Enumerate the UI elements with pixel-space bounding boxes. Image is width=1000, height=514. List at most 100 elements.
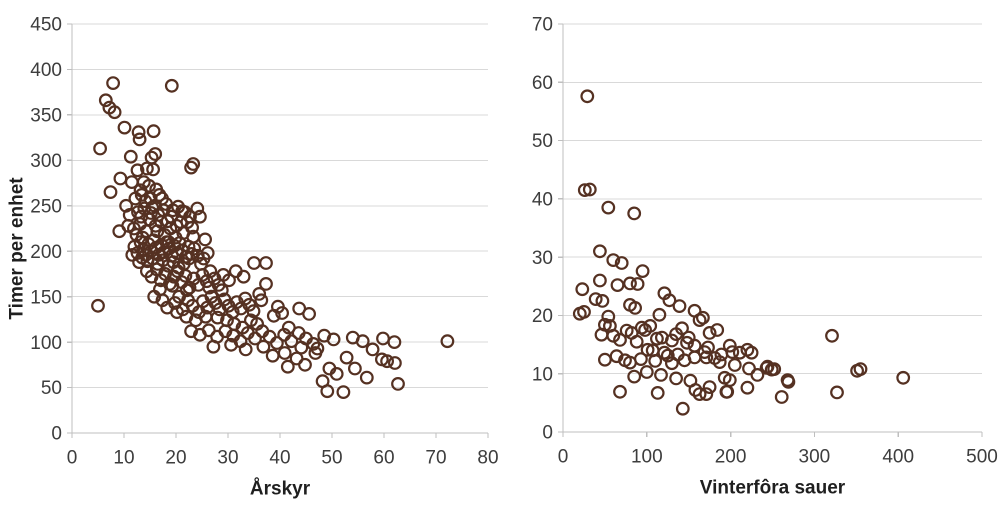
data-point [662, 293, 677, 308]
data-point [236, 269, 251, 284]
y-tick-label: 50 [532, 131, 553, 152]
data-point [91, 298, 105, 313]
data-point [125, 247, 140, 262]
data-point [744, 345, 759, 360]
data-point [850, 363, 865, 378]
data-points [572, 89, 911, 416]
x-tick-label: 50 [321, 448, 342, 469]
data-point [132, 132, 147, 147]
x-tick-label: 100 [631, 447, 663, 468]
data-point [595, 294, 610, 308]
data-point [606, 328, 621, 343]
data-point [246, 304, 261, 319]
x-axis-title: Vinterfôra sauer [700, 478, 846, 499]
y-tick-label: 10 [532, 364, 553, 385]
data-point [675, 401, 690, 416]
data-point [107, 105, 122, 120]
data-point [259, 277, 273, 291]
data-point [575, 282, 590, 297]
data-point [348, 361, 362, 376]
data-point [190, 201, 205, 216]
data-point [133, 235, 148, 250]
y-tick-label: 60 [532, 73, 553, 94]
data-point [320, 384, 335, 399]
x-tick-label: 10 [113, 448, 134, 469]
data-point [388, 356, 402, 370]
data-point [597, 352, 612, 367]
scatter-chart-vinterfora-sauer: 0 10 20 30 40 50 60 70 0 100 200 300 400 500 Vinterfôr… [505, 0, 1000, 514]
data-point [627, 206, 642, 221]
data-point [256, 339, 271, 354]
data-point [830, 385, 844, 400]
scatter-plot-arskyr: 0 50 100 150 200 250 300 350 400 450 0 10 20 30 40 50 60… [7, 15, 499, 500]
data-point [178, 268, 193, 283]
data-point [139, 161, 154, 176]
data-point [692, 313, 707, 328]
data-point [248, 331, 262, 346]
y-tick-label: 20 [532, 306, 553, 327]
data-point [106, 76, 120, 90]
data-point [764, 362, 779, 377]
data-point [440, 334, 455, 349]
x-axis-title: Årskyr [250, 479, 311, 500]
data-point [391, 377, 405, 391]
data-point [613, 333, 627, 347]
data-point [165, 203, 180, 218]
x-tick-label: 70 [425, 448, 446, 469]
data-point [629, 334, 644, 349]
data-point [610, 278, 625, 293]
data-point [633, 352, 648, 367]
data-point [224, 337, 239, 352]
data-point [614, 256, 629, 270]
data-point [669, 371, 684, 386]
data-point [640, 342, 655, 357]
data-point [302, 307, 317, 321]
data-point [648, 354, 663, 368]
data-point [623, 276, 637, 291]
y-tick-label: 200 [30, 242, 62, 263]
y-tick-label: 0 [542, 423, 553, 444]
data-point [601, 200, 616, 215]
y-axis-title: Timer per enhet [7, 177, 28, 320]
data-point [742, 361, 756, 376]
y-tick-label: 250 [30, 196, 62, 217]
data-point [688, 383, 703, 397]
data-point [365, 342, 380, 357]
data-point [117, 120, 132, 135]
data-point [588, 292, 603, 307]
data-point [639, 365, 654, 379]
y-tick-label: 150 [30, 287, 62, 308]
data-point [692, 387, 707, 402]
data-point [170, 305, 184, 320]
data-point [132, 255, 147, 270]
data-point [198, 232, 213, 247]
data-point [254, 293, 269, 308]
data-point [265, 348, 280, 363]
data-point [98, 93, 113, 108]
data-point [200, 246, 215, 260]
data-point [722, 338, 737, 353]
data-point [202, 280, 217, 295]
data-point [113, 171, 128, 186]
data-point [710, 323, 725, 337]
data-point [124, 175, 139, 190]
data-point [582, 182, 597, 197]
y-tick-label: 70 [532, 15, 553, 36]
data-point [609, 349, 624, 364]
data-point [206, 339, 221, 354]
data-point [630, 277, 645, 291]
data-point [681, 330, 696, 345]
data-point [123, 149, 138, 164]
y-tick-label: 50 [41, 378, 62, 399]
data-point [192, 209, 207, 224]
data-point [613, 384, 627, 399]
data-point [732, 345, 747, 360]
data-point [298, 357, 312, 372]
data-point [252, 287, 267, 301]
data-point [725, 345, 740, 360]
data-point [329, 367, 344, 381]
data-point [326, 332, 341, 347]
x-tick-label: 80 [477, 448, 498, 469]
data-point [277, 346, 292, 360]
data-point [294, 340, 309, 355]
